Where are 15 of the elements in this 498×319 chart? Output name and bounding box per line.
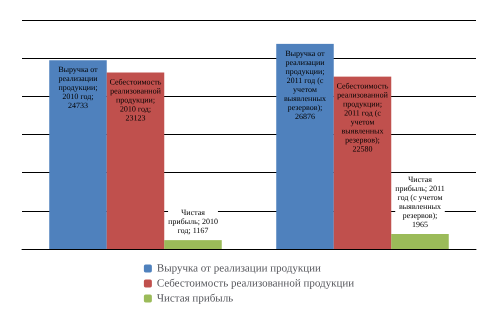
data-label: Выручка от реализации продукции; 2010 год; 24733	[58, 65, 98, 110]
legend-label: Себестоимость реализованной продукции	[156, 278, 354, 290]
bar	[106, 72, 164, 249]
data-label: Чистая прибыль; 2010 год; 1167	[168, 208, 218, 236]
data-label: Себестоимость реализованной продукции; 2011 год (с учетом выявленных резервов); 22580	[336, 82, 389, 154]
data-label: Выручка от реализации продукции; 2011 год (с учетом выявленных резервов); 26876	[284, 48, 326, 121]
data-label: Чистая прибыль; 2011 год (с учетом выявленных резервов); 1965	[395, 175, 445, 229]
bar	[164, 240, 222, 249]
bar	[334, 76, 392, 249]
bar	[276, 44, 334, 249]
bar	[391, 234, 449, 249]
bar	[49, 60, 107, 249]
legend-label: Выручка от реализации продукции	[156, 262, 322, 274]
data-label: Себестоимость реализованной продукции; 2010 год; 23123	[110, 77, 162, 122]
legend-label: Чистая прибыль	[156, 292, 234, 304]
